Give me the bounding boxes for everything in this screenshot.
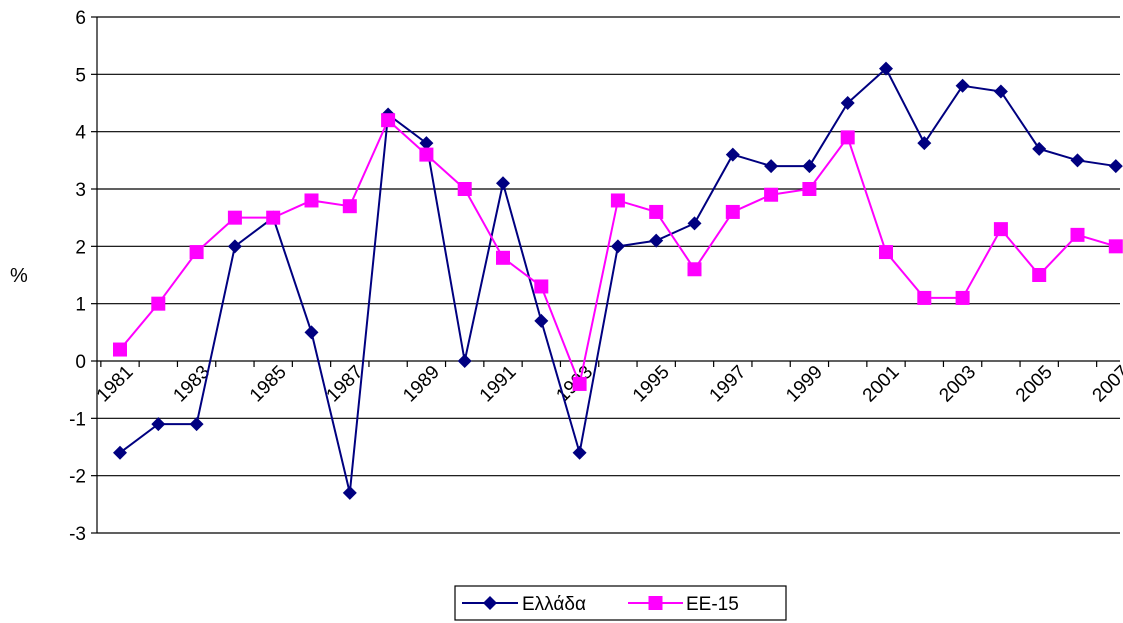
x-tick-label: 1981 — [93, 362, 138, 407]
data-point-greece — [879, 61, 893, 76]
x-tick-label: 2005 — [1012, 362, 1057, 407]
y-tick-label: 3 — [75, 180, 86, 201]
y-tick-label: 0 — [75, 352, 86, 373]
data-point-greece — [304, 325, 319, 340]
data-point-eu15 — [266, 210, 281, 225]
y-tick-label: -3 — [69, 524, 86, 545]
data-point-eu15 — [879, 245, 893, 260]
series-layer — [113, 61, 1123, 500]
y-tick-label: -1 — [69, 409, 86, 430]
y-tick-label: 4 — [75, 123, 86, 144]
data-point-eu15 — [189, 245, 204, 260]
data-point-greece — [342, 485, 357, 500]
data-point-eu15 — [764, 187, 779, 202]
data-point-eu15 — [419, 147, 434, 162]
data-point-greece — [1032, 141, 1047, 156]
data-point-eu15 — [610, 193, 625, 208]
data-point-eu15 — [381, 113, 396, 128]
x-tick-label: 2003 — [935, 362, 980, 407]
data-point-greece — [227, 239, 242, 254]
x-tick-label: 1991 — [476, 362, 521, 407]
data-point-eu15 — [840, 130, 855, 145]
data-point-greece — [1070, 153, 1085, 168]
data-point-eu15 — [227, 210, 242, 225]
data-point-eu15 — [955, 290, 970, 305]
y-tick-label: -2 — [69, 467, 86, 488]
x-tick-label: 1995 — [629, 362, 674, 407]
data-point-greece — [917, 136, 932, 151]
data-point-eu15 — [725, 204, 740, 219]
x-tick-label: 1983 — [169, 362, 214, 407]
data-point-greece — [840, 96, 855, 110]
y-axis-label: % — [10, 265, 28, 287]
data-point-greece — [419, 136, 434, 151]
data-point-greece — [572, 445, 587, 460]
data-point-greece — [687, 216, 702, 231]
data-point-greece — [113, 445, 127, 460]
data-point-greece — [764, 159, 779, 174]
data-point-greece — [993, 84, 1008, 99]
data-point-eu15 — [496, 250, 510, 265]
data-point-eu15 — [687, 262, 702, 277]
data-point-eu15 — [993, 222, 1008, 237]
legend-marker — [648, 596, 663, 610]
data-point-eu15 — [917, 290, 932, 305]
data-point-eu15 — [1108, 239, 1123, 254]
x-tick-label: 2007 — [1089, 362, 1123, 407]
x-tick-label: 1997 — [706, 362, 751, 407]
legend: Ελλάδα ΕΕ-15 — [454, 585, 787, 621]
legend-label: ΕΕ-15 — [686, 594, 739, 615]
x-tick-label: 2001 — [859, 362, 904, 407]
data-point-greece — [725, 147, 740, 162]
gridlines — [96, 16, 1120, 534]
data-point-greece — [1108, 159, 1123, 174]
data-point-eu15 — [342, 199, 357, 214]
y-tick-label: 5 — [75, 65, 86, 86]
data-point-eu15 — [534, 279, 549, 294]
data-point-eu15 — [1070, 227, 1085, 242]
x-tick-label: 1999 — [782, 362, 827, 407]
data-point-eu15 — [457, 182, 472, 196]
data-point-greece — [496, 176, 510, 191]
data-point-eu15 — [802, 182, 817, 196]
data-point-eu15 — [113, 342, 127, 357]
data-point-greece — [457, 354, 472, 368]
y-tick-label: 6 — [75, 8, 86, 29]
data-point-eu15 — [572, 376, 587, 391]
data-point-greece — [610, 239, 625, 254]
legend-label: Ελλάδα — [522, 594, 586, 615]
data-point-eu15 — [649, 204, 664, 219]
data-point-greece — [151, 417, 166, 432]
data-point-greece — [534, 313, 549, 328]
y-tick-label: 2 — [75, 237, 86, 258]
y-axis-ticks: 6 5 4 3 2 1 0 -1 -2 -3 — [69, 8, 97, 545]
data-point-greece — [955, 78, 970, 93]
data-point-greece — [189, 417, 204, 432]
data-point-greece — [802, 159, 817, 174]
legend-marker — [483, 596, 497, 610]
x-tick-label: 1989 — [399, 362, 444, 407]
data-point-eu15 — [1032, 268, 1047, 282]
data-point-greece — [649, 233, 664, 248]
data-point-eu15 — [151, 296, 166, 311]
x-axis-ticks: 1981198319851987198919911993199519971999… — [93, 361, 1123, 406]
data-point-eu15 — [304, 193, 319, 208]
y-tick-label: 1 — [75, 295, 86, 316]
x-tick-label: 1985 — [246, 362, 291, 407]
